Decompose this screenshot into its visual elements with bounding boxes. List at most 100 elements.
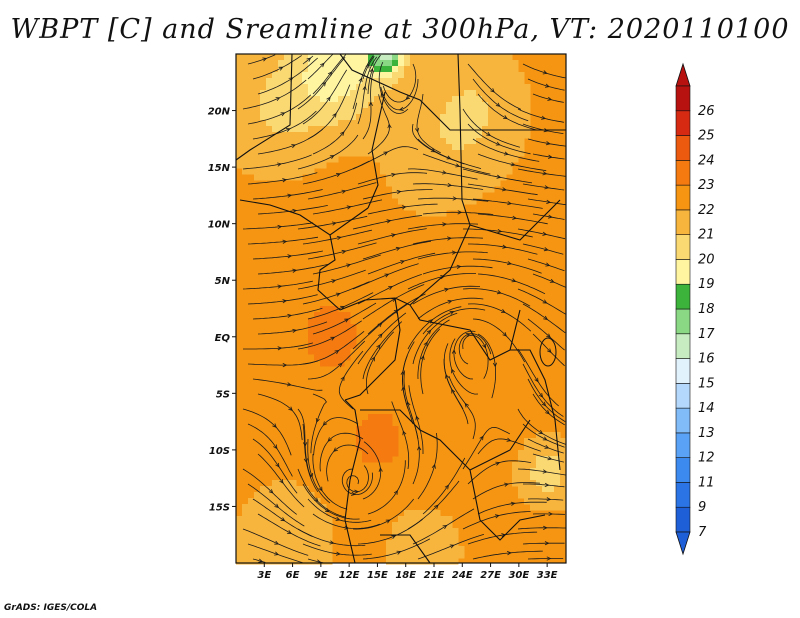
colorbar-min-arrow	[675, 531, 691, 556]
wbpt-cell	[416, 156, 423, 163]
border-line	[380, 534, 431, 564]
wbpt-cell	[242, 90, 249, 97]
wbpt-cell	[530, 462, 537, 469]
streamline	[352, 215, 423, 230]
streamline	[527, 258, 565, 272]
wbpt-cell	[434, 534, 441, 541]
wbpt-cell	[368, 114, 375, 121]
wbpt-cell	[278, 114, 285, 121]
wbpt-cell	[242, 108, 249, 115]
wbpt-cell	[428, 552, 435, 559]
streamline-arrow	[547, 456, 553, 461]
streamline	[407, 168, 478, 180]
wbpt-cell	[368, 456, 375, 463]
streamline-arrow	[546, 199, 551, 204]
wbpt-cell	[290, 60, 297, 67]
wbpt-cell	[356, 96, 363, 103]
wbpt-cell	[416, 114, 423, 121]
wbpt-cell	[488, 78, 495, 85]
wbpt-cell	[410, 54, 417, 61]
wbpt-cell	[386, 138, 393, 145]
wbpt-cell	[482, 78, 489, 85]
wbpt-cell	[284, 546, 291, 553]
wbpt-cell	[434, 72, 441, 79]
wbpt-cell	[260, 72, 267, 79]
streamline-arrow	[383, 151, 389, 156]
streamline-arrow	[543, 128, 549, 133]
wbpt-cell	[350, 132, 357, 139]
wbpt-cell	[548, 468, 555, 475]
wbpt-cell	[404, 108, 411, 115]
wbpt-cell	[554, 468, 561, 475]
wbpt-cell	[272, 78, 279, 85]
wbpt-cell	[410, 126, 417, 133]
wbpt-cell	[452, 54, 459, 61]
wbpt-cell	[326, 126, 333, 133]
wbpt-cell	[320, 120, 327, 127]
wbpt-cell	[248, 78, 255, 85]
wbpt-cell	[374, 54, 381, 61]
wbpt-cell	[428, 66, 435, 73]
wbpt-cell	[284, 102, 291, 109]
wbpt-cell	[272, 510, 279, 517]
wbpt-cell	[266, 162, 273, 169]
streamline	[357, 274, 422, 305]
wbpt-cell	[284, 552, 291, 559]
streamline-arrow	[503, 151, 509, 156]
streamline	[422, 265, 493, 275]
wbpt-cell	[350, 102, 357, 109]
wbpt-cell	[554, 480, 561, 487]
wbpt-cell	[338, 150, 345, 157]
wbpt-cell	[314, 330, 321, 337]
streamline-arrow	[401, 205, 407, 210]
wbpt-cell	[284, 150, 291, 157]
wbpt-cell	[320, 516, 327, 523]
wbpt-cell	[380, 420, 387, 427]
wbpt-cell	[518, 72, 525, 79]
wbpt-cell	[284, 516, 291, 523]
wbpt-cell	[416, 558, 423, 565]
wbpt-cell	[440, 90, 447, 97]
wbpt-cell	[422, 78, 429, 85]
wbpt-cell	[362, 138, 369, 145]
streamline	[472, 318, 526, 363]
wbpt-cell	[506, 132, 513, 139]
wbpt-cell	[482, 156, 489, 163]
wbpt-cell	[404, 534, 411, 541]
wbpt-cell	[428, 84, 435, 91]
wbpt-cell	[278, 504, 285, 511]
streamline-arrow	[275, 97, 281, 102]
wbpt-cell	[494, 108, 501, 115]
streamline	[477, 273, 546, 295]
wbpt-cell	[398, 150, 405, 157]
wbpt-cell	[332, 156, 339, 163]
wbpt-cell	[236, 84, 243, 91]
wbpt-cell	[314, 72, 321, 79]
wbpt-cell	[500, 156, 507, 163]
border-line	[469, 469, 546, 541]
wbpt-cell	[422, 96, 429, 103]
lat-tick-label: 5N	[215, 276, 231, 287]
wbpt-cell	[332, 72, 339, 79]
wbpt-cell	[344, 318, 351, 325]
wbpt-cell	[272, 558, 279, 565]
wbpt-cell	[260, 498, 267, 505]
wbpt-cell	[308, 318, 315, 325]
wbpt-cell	[392, 126, 399, 133]
streamline	[307, 498, 372, 523]
wbpt-cell	[398, 96, 405, 103]
wbpt-cell	[518, 96, 525, 103]
wbpt-cell	[518, 492, 525, 499]
wbpt-cell	[350, 330, 357, 337]
wbpt-cell	[368, 450, 375, 457]
lon-tick-label: 27E	[480, 570, 501, 581]
streamline	[416, 93, 441, 154]
wbpt-cell	[464, 138, 471, 145]
wbpt-cell	[248, 108, 255, 115]
wbpt-cell	[260, 162, 267, 169]
wbpt-cell	[248, 132, 255, 139]
streamline-arrow	[334, 349, 340, 355]
wbpt-cell	[494, 90, 501, 97]
colorbar-label: 11	[698, 475, 715, 490]
wbpt-cell	[392, 54, 399, 61]
